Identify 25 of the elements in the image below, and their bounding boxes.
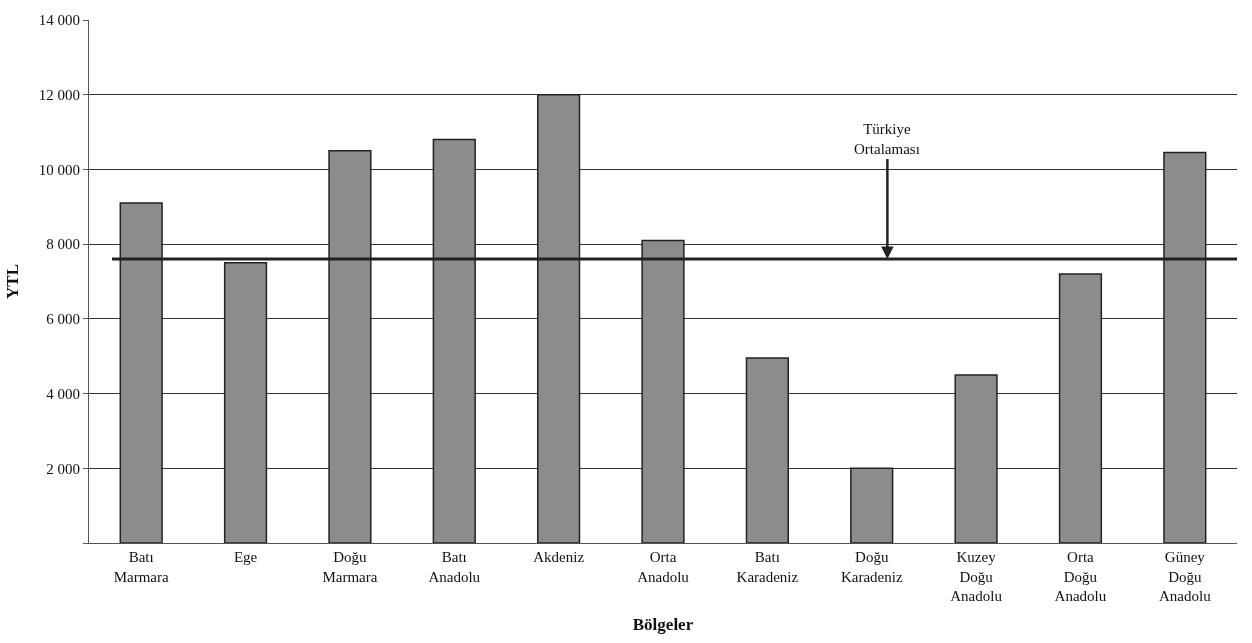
- y-tick-label: 8 000: [46, 236, 80, 253]
- y-tick-label: 2 000: [46, 460, 80, 477]
- y-tick-label: 14 000: [38, 12, 80, 29]
- x-tick-label: Batı Karadeniz: [736, 549, 799, 585]
- x-tick-label: Doğu Karadeniz: [840, 549, 903, 585]
- x-axis-title: Bölgeler: [632, 615, 694, 635]
- y-axis-title: YTL: [3, 264, 23, 299]
- x-tick-label: Batı Anadolu: [428, 549, 481, 585]
- bar: [745, 357, 789, 543]
- bar: [1058, 273, 1103, 543]
- y-tick-label: 10 000: [38, 161, 80, 178]
- y-tick-label: 12 000: [38, 86, 80, 103]
- y-tick-label: 4 000: [46, 385, 80, 402]
- x-tick-label: Kuzey Doğu Anadolu: [950, 549, 1003, 604]
- y-tick-label: 6 000: [46, 311, 80, 328]
- bar: [850, 467, 894, 543]
- bar: [954, 374, 998, 543]
- x-tick-label: Akdeniz: [533, 549, 585, 565]
- x-tick-label: Güney Doğu Anadolu: [1158, 549, 1212, 604]
- x-tick-label: Ege: [233, 549, 258, 565]
- x-tick-label: Orta Doğu Anadolu: [1054, 549, 1107, 604]
- x-tick-label: Orta Anadolu: [637, 549, 690, 585]
- x-tick-label: Doğu Marmara: [322, 549, 378, 585]
- x-tick-label: Batı Marmara: [113, 549, 170, 585]
- ref-line-label: Türkiye Ortalaması: [854, 121, 920, 157]
